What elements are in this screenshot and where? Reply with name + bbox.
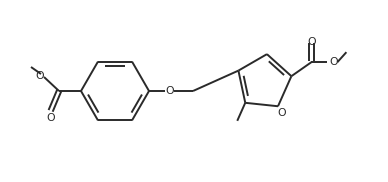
Text: O: O [36, 71, 44, 81]
Text: O: O [47, 113, 55, 123]
Text: O: O [278, 108, 286, 118]
Text: O: O [166, 86, 174, 96]
Text: O: O [329, 57, 338, 67]
Text: O: O [307, 37, 316, 47]
